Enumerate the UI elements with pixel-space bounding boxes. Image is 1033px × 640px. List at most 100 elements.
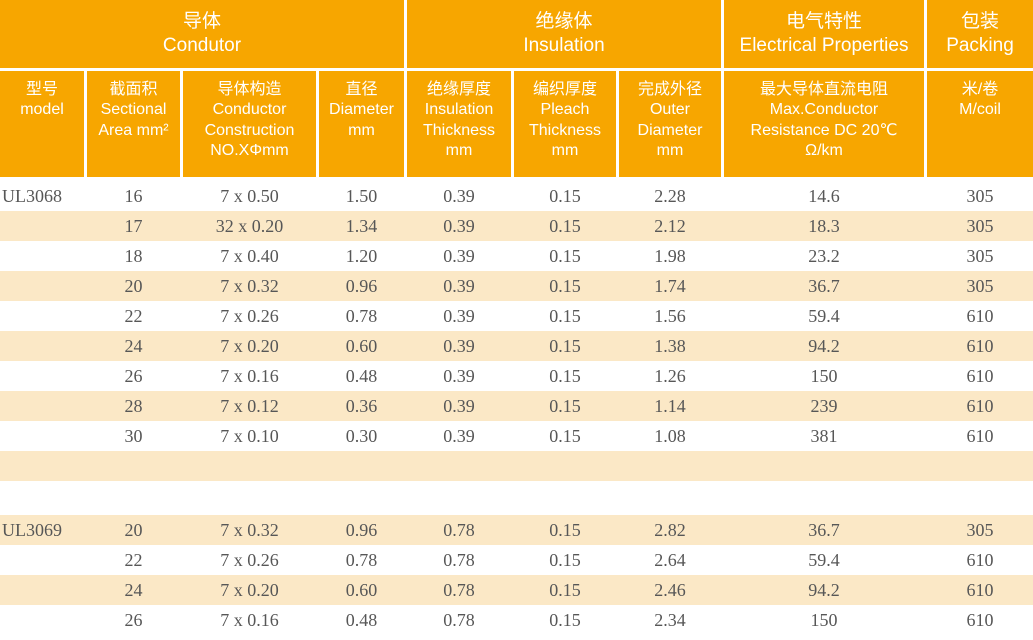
table-cell: 26 [124, 365, 143, 386]
table-row: UL3068 16 7 x 0.50 1.50 0.39 0.15 2.28 14.6 305 [0, 181, 1033, 211]
header-col-diameter: 直径 Diameter mm [319, 71, 404, 177]
table-cell: 22 [124, 549, 143, 570]
table-cell: 0.39 [443, 185, 475, 206]
header-group-label-en: Electrical Properties [739, 35, 909, 56]
table-cell: 1.74 [654, 275, 686, 296]
table-row: 24 7 x 0.20 0.60 0.39 0.15 1.38 94.2 610 [0, 331, 1033, 361]
table-cell: 0.15 [549, 549, 581, 570]
table-cell: 610 [966, 609, 994, 630]
header-col-outer-diameter: 完成外径 Outer Diameter mm [619, 71, 721, 177]
table-cell: 610 [966, 365, 994, 386]
header-col-line: mm [551, 142, 579, 160]
table-cell: 0.15 [549, 245, 581, 266]
table-cell: 24 [124, 335, 143, 356]
table-cell: 59.4 [808, 305, 840, 326]
header-col-line: model [20, 101, 64, 119]
header-group-packing: 包装 Packing [927, 0, 1033, 68]
table-cell: 1.38 [654, 335, 686, 356]
table-cell: 0.36 [345, 395, 378, 416]
table-row: 28 7 x 0.12 0.36 0.39 0.15 1.14 239 610 [0, 391, 1033, 421]
header-group-insulation: 绝缘体 Insulation [407, 0, 721, 68]
table-cell: 16 [124, 185, 143, 206]
table-cell: 0.39 [443, 215, 475, 236]
header-col-line: 最大导体直流电阻 [759, 81, 888, 98]
header-col-line: Ω/km [805, 142, 843, 160]
table-cell: 1.34 [345, 215, 378, 236]
table-cell: 0.96 [345, 519, 378, 540]
table-cell: 2.34 [654, 609, 686, 630]
table-cell: 23.2 [808, 245, 840, 266]
table-cell: 0.15 [549, 185, 581, 206]
table-cell: 1.98 [654, 245, 686, 266]
table-cell: 610 [966, 425, 994, 446]
table-row: 20 7 x 0.32 0.96 0.39 0.15 1.74 36.7 305 [0, 271, 1033, 301]
header-col-line: Thickness [528, 121, 602, 139]
table-cell: 59.4 [808, 549, 840, 570]
table-cell: 17 [124, 215, 143, 236]
table-cell: 14.6 [808, 185, 840, 206]
header-col-line: 完成外径 [637, 81, 702, 98]
header-col-line: mm [445, 142, 473, 160]
table-cell: 150 [810, 609, 838, 630]
table-cell: 0.60 [345, 579, 378, 600]
header-group-label-en: Insulation [523, 35, 605, 56]
table-cell: 7 x 0.32 [220, 275, 279, 296]
header-col-line: Outer [649, 101, 690, 119]
table-cell: 305 [966, 245, 994, 266]
table-cell: 0.78 [443, 549, 475, 570]
table-body: UL3068 16 7 x 0.50 1.50 0.39 0.15 2.28 14.6 305 1… [0, 181, 1033, 635]
table-cell: 0.60 [345, 335, 378, 356]
table-cell: 1.56 [654, 305, 686, 326]
spacer-row [0, 481, 1033, 515]
header-group-label-zh: 电气特性 [785, 10, 862, 32]
table-cell: 2.28 [654, 185, 686, 206]
table-cell: 26 [124, 609, 143, 630]
table-row: 26 7 x 0.16 0.48 0.78 0.15 2.34 150 610 [0, 605, 1033, 635]
table-cell: 0.48 [345, 609, 378, 630]
header-col-line: 型号 [25, 81, 58, 98]
table-row: 22 7 x 0.26 0.78 0.39 0.15 1.56 59.4 610 [0, 301, 1033, 331]
table-cell: 0.39 [443, 335, 475, 356]
table-cell: 0.15 [549, 425, 581, 446]
table-cell: 305 [966, 519, 994, 540]
header-col-line: mm [656, 142, 684, 160]
header-col-line: Insulation [424, 101, 494, 119]
table-cell: 610 [966, 395, 994, 416]
table-cell: 0.15 [549, 305, 581, 326]
table-cell: 32 x 0.20 [215, 215, 284, 236]
table-row: 17 32 x 0.20 1.34 0.39 0.15 2.12 18.3 305 [0, 211, 1033, 241]
table-cell: 610 [966, 549, 994, 570]
header-group-label-en: Packing [946, 35, 1014, 56]
table-cell: 0.15 [549, 609, 581, 630]
model-cell: UL3068 [2, 185, 62, 206]
table-cell: 0.78 [443, 579, 475, 600]
table-cell: 305 [966, 185, 994, 206]
table-cell: 610 [966, 305, 994, 326]
table-cell: 0.30 [345, 425, 378, 446]
table-row: 18 7 x 0.40 1.20 0.39 0.15 1.98 23.2 305 [0, 241, 1033, 271]
table-cell: 0.78 [345, 549, 378, 570]
header-col-line: 绝缘厚度 [426, 81, 491, 98]
header-col-line: mm [348, 121, 375, 139]
table-cell: 1.14 [654, 395, 686, 416]
header-col-line: Resistance DC 20℃ [750, 121, 898, 139]
table-row: 22 7 x 0.26 0.78 0.78 0.15 2.64 59.4 610 [0, 545, 1033, 575]
header-col-pleach-thickness: 编织厚度 Pleach Thickness mm [514, 71, 616, 177]
header-col-line: 截面积 [109, 81, 158, 98]
table-cell: 24 [124, 579, 143, 600]
table-cell: 305 [966, 215, 994, 236]
header-col-line: 编织厚度 [532, 81, 597, 98]
header-col-line: M/coil [959, 101, 1001, 119]
table-cell: 7 x 0.32 [220, 519, 279, 540]
table-cell: 7 x 0.12 [220, 395, 279, 416]
table-cell: 7 x 0.40 [220, 245, 279, 266]
table-cell: 36.7 [808, 275, 840, 296]
table-header: 导体 Condutor 绝缘体 Insulation 电气特性 Electric… [0, 0, 1033, 177]
table-cell: 1.08 [654, 425, 686, 446]
header-col-line: Construction [204, 121, 295, 139]
table-cell: 0.39 [443, 365, 475, 386]
table-cell: 305 [966, 275, 994, 296]
table-cell: 239 [810, 395, 838, 416]
header-col-max-resistance: 最大导体直流电阻 Max.Conductor Resistance DC 20℃ Ω/… [724, 71, 924, 177]
table-cell: 610 [966, 335, 994, 356]
